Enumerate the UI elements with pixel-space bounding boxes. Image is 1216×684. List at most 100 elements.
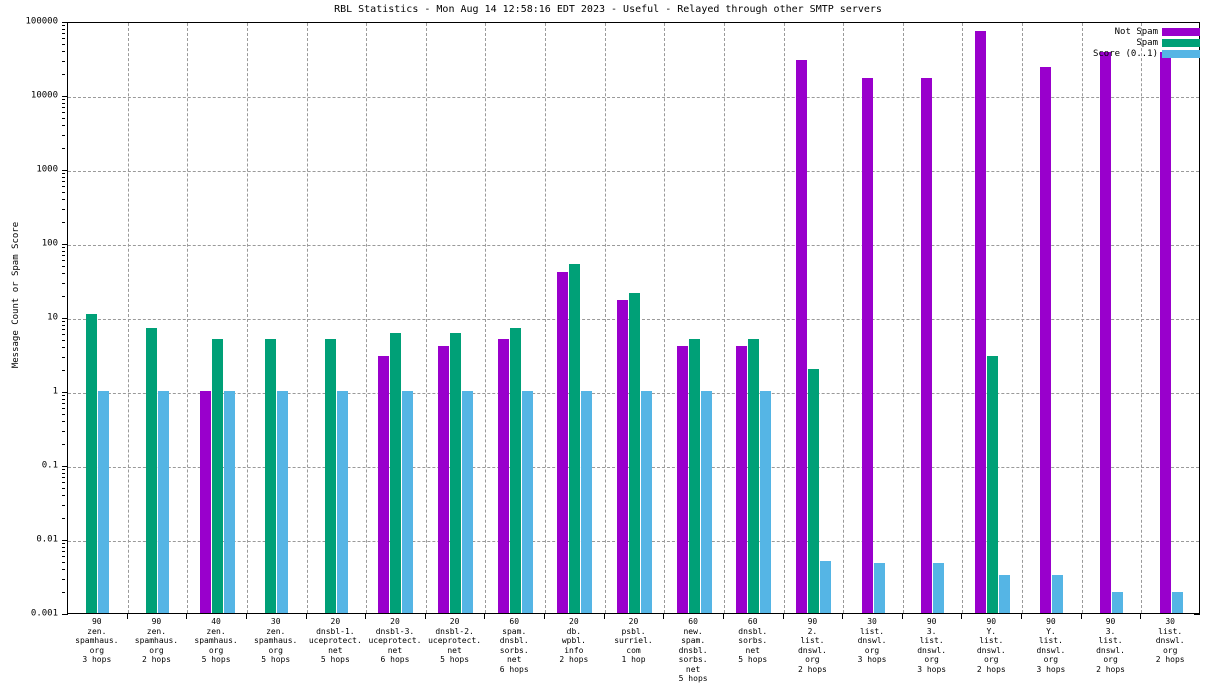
x-axis-tick xyxy=(1140,614,1142,619)
bar-score-0-1 xyxy=(1052,574,1064,613)
y-axis-minor-tick xyxy=(62,551,65,553)
y-axis-minor-tick xyxy=(62,488,65,490)
x-axis-tick xyxy=(365,614,367,619)
vertical-gridline xyxy=(306,23,308,613)
legend-swatch xyxy=(1162,38,1200,47)
y-axis-minor-tick xyxy=(62,173,65,175)
y-axis-minor-tick xyxy=(62,266,65,268)
y-axis-tick-label: 0.01 xyxy=(36,534,58,545)
y-axis-title: Message Count or Spam Score xyxy=(11,221,21,369)
y-axis-minor-tick xyxy=(62,578,65,580)
bar-spam xyxy=(145,328,157,613)
y-axis-minor-tick xyxy=(62,340,65,342)
vertical-gridline xyxy=(1022,23,1024,613)
x-axis-tick xyxy=(663,614,665,619)
x-axis-tick xyxy=(484,614,486,619)
y-axis-minor-tick xyxy=(62,38,65,40)
y-axis-minor-tick xyxy=(62,403,65,405)
horizontal-gridline xyxy=(68,245,1199,246)
y-axis-minor-tick xyxy=(62,395,65,397)
bar-spam xyxy=(390,333,402,613)
y-axis-tick-label: 1000 xyxy=(36,164,58,175)
x-axis-category-label: 20 psbl. surriel. com 1 hop xyxy=(614,617,653,664)
y-axis-minor-tick xyxy=(62,29,65,31)
x-axis-tick xyxy=(603,614,605,619)
y-axis-minor-tick xyxy=(62,51,65,53)
y-axis-minor-tick xyxy=(62,134,65,136)
y-axis-minor-tick xyxy=(62,556,65,558)
y-axis-minor-tick xyxy=(62,107,65,109)
y-axis-minor-tick xyxy=(62,103,65,105)
vertical-gridline xyxy=(843,23,845,613)
vertical-gridline xyxy=(366,23,368,613)
y-axis-tick xyxy=(62,614,68,615)
y-axis-tick xyxy=(62,466,68,467)
vertical-gridline xyxy=(545,23,547,613)
x-axis-category-label: 60 spam. dnsbl. sorbs. net 6 hops xyxy=(499,617,529,674)
bar-score-0-1 xyxy=(1171,592,1183,613)
bar-score-0-1 xyxy=(277,391,289,613)
chart-title: RBL Statistics - Mon Aug 14 12:58:16 EDT… xyxy=(334,4,882,15)
x-axis-tick xyxy=(245,614,247,619)
bar-not-spam xyxy=(1159,52,1171,613)
bar-score-0-1 xyxy=(873,563,885,613)
x-axis-tick xyxy=(842,614,844,619)
y-axis-minor-tick xyxy=(62,186,65,188)
y-axis-minor-tick xyxy=(62,221,65,223)
vertical-gridline xyxy=(485,23,487,613)
y-axis-minor-tick xyxy=(62,504,65,506)
bar-spam xyxy=(86,313,98,613)
y-axis-minor-tick xyxy=(62,321,65,323)
y-axis-tick xyxy=(1194,614,1200,615)
y-axis-minor-tick xyxy=(62,99,65,101)
x-axis-category-label: 30 list. dnswl. org 2 hops xyxy=(1155,617,1185,664)
bar-not-spam xyxy=(861,77,873,613)
y-axis-tick-label: 0.1 xyxy=(41,460,58,471)
vertical-gridline xyxy=(425,23,427,613)
x-axis-category-label: 90 Y. list. dnswl. org 3 hops xyxy=(1036,617,1066,674)
legend-label: Not Spam xyxy=(1114,26,1158,37)
y-axis-minor-tick xyxy=(62,325,65,327)
x-axis-category-label: 20 db. wpbl. info 2 hops xyxy=(559,617,589,664)
y-axis-tick-label: 1 xyxy=(52,386,58,397)
x-axis-tick xyxy=(544,614,546,619)
bar-score-0-1 xyxy=(402,391,414,613)
x-axis-category-label: 90 zen. spamhaus. org 3 hops xyxy=(75,617,119,664)
x-axis-category-label: 30 list. dnswl. org 3 hops xyxy=(857,617,887,664)
y-axis-tick-label: 100000 xyxy=(25,16,58,27)
legend: Not Spam Spam Score (0..1) xyxy=(1030,26,1200,59)
y-axis-minor-tick xyxy=(62,399,65,401)
vertical-gridline xyxy=(664,23,666,613)
bar-score-0-1 xyxy=(933,563,945,613)
x-axis-tick xyxy=(782,614,784,619)
vertical-gridline xyxy=(1141,23,1143,613)
y-axis-minor-tick xyxy=(62,112,65,114)
y-axis-minor-tick xyxy=(62,118,65,120)
y-axis-minor-tick xyxy=(62,295,65,297)
horizontal-gridline xyxy=(68,171,1199,172)
x-axis-tick xyxy=(1080,614,1082,619)
y-axis-minor-tick xyxy=(62,73,65,75)
bar-score-0-1 xyxy=(581,391,593,613)
legend-item: Spam xyxy=(1030,37,1200,48)
legend-label: Spam xyxy=(1136,37,1158,48)
bar-spam xyxy=(807,368,819,613)
y-axis-minor-tick xyxy=(62,192,65,194)
y-axis-minor-tick xyxy=(62,273,65,275)
bar-spam xyxy=(688,339,700,613)
x-axis-tick xyxy=(305,614,307,619)
y-axis-tick xyxy=(62,392,68,393)
y-axis-minor-tick xyxy=(62,547,65,549)
bar-score-0-1 xyxy=(223,391,235,613)
x-axis-category-label: 60 new. spam. dnsbl. sorbs. net 5 hops xyxy=(678,617,708,683)
bar-score-0-1 xyxy=(641,391,652,613)
y-axis-minor-tick xyxy=(62,251,65,253)
y-axis-minor-tick xyxy=(62,147,65,149)
y-axis-minor-tick xyxy=(62,25,65,27)
y-axis-minor-tick xyxy=(62,199,65,201)
legend-swatch xyxy=(1162,27,1200,36)
y-axis-tick xyxy=(62,318,68,319)
x-axis-category-label: 90 3. list. dnswl. org 2 hops xyxy=(1096,617,1125,674)
bar-not-spam xyxy=(438,346,450,613)
y-axis-minor-tick xyxy=(62,255,65,257)
